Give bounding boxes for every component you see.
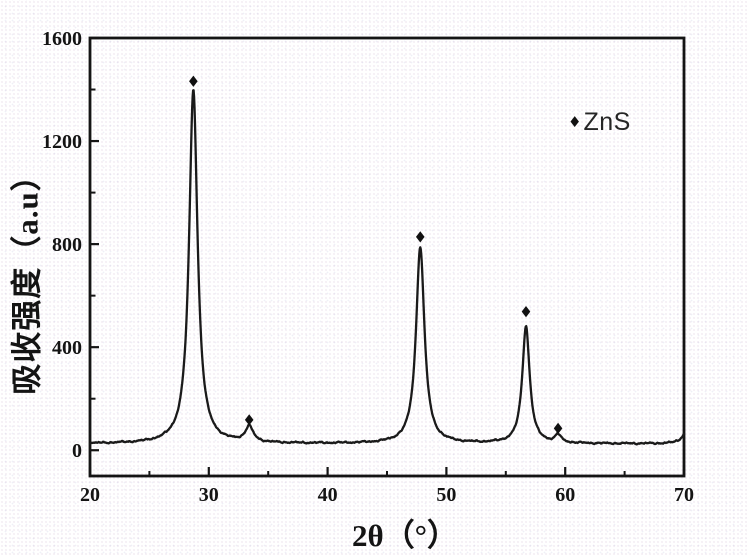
x-tick-label: 30	[199, 484, 219, 506]
peak-marker-diamond-icon	[553, 422, 563, 434]
y-tick-label: 0	[72, 440, 82, 462]
peak-marker-diamond-icon	[521, 306, 531, 318]
x-tick-label: 70	[674, 484, 694, 506]
x-tick-label: 20	[80, 484, 100, 506]
legend: ♦ ZnS	[568, 108, 631, 137]
y-tick-label: 1600	[42, 28, 82, 50]
x-tick-label: 50	[436, 484, 456, 506]
peak-marker-diamond-icon	[415, 231, 425, 243]
plot-frame	[88, 36, 686, 478]
y-tick-label: 400	[52, 337, 82, 359]
xrd-curve	[88, 89, 686, 446]
y-axis-title: 吸收强度（a.u）	[9, 159, 45, 395]
peak-marker-diamond-icon	[244, 414, 254, 426]
x-tick-label: 40	[318, 484, 338, 506]
y-tick-label: 1200	[42, 131, 82, 153]
legend-label: ZnS	[583, 108, 631, 136]
x-axis-title: 2θ（°）	[351, 518, 459, 553]
peak-marker-diamond-icon	[189, 75, 198, 87]
legend-diamond-icon: ♦	[568, 113, 582, 131]
x-tick-label: 60	[555, 484, 575, 506]
y-tick-label: 800	[52, 234, 82, 256]
